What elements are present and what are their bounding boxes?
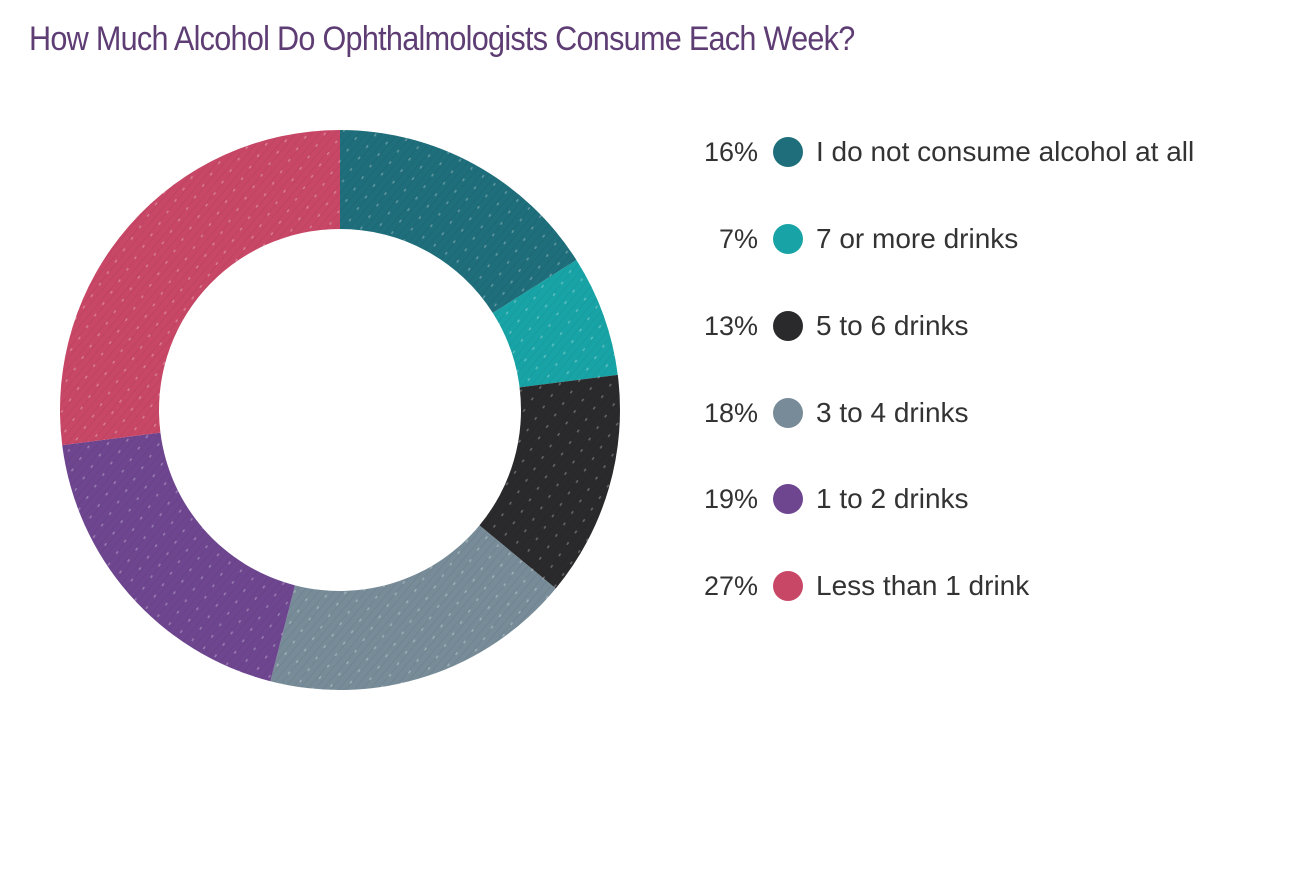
donut-slice-7-or-more-drinks (492, 259, 618, 388)
donut-slice-5-to-6-drinks (479, 374, 620, 589)
slice-texture (62, 432, 295, 682)
legend-item-5-to-6: 13% 5 to 6 drinks (690, 304, 1280, 348)
legend-swatch (773, 571, 803, 601)
legend-swatch (773, 484, 803, 514)
legend-percent: 19% (703, 483, 758, 514)
legend-label: I do not consume alcohol at all (816, 136, 1195, 167)
legend-item-no-alcohol: 16% I do not consume alcohol at all (690, 130, 1280, 174)
donut-slice-1-to-2-drinks (62, 432, 295, 682)
legend-label: Less than 1 drink (816, 570, 1030, 601)
legend-item-1-to-2: 19% 1 to 2 drinks (690, 477, 1280, 521)
legend-percent: 13% (703, 310, 758, 341)
legend-swatch (773, 398, 803, 428)
donut-slices (59, 130, 620, 690)
legend-item-7-or-more: 7% 7 or more drinks (690, 217, 1280, 261)
chart-title: How Much Alcohol Do Ophthalmologists Con… (29, 20, 855, 58)
slice-texture (340, 130, 577, 314)
legend-percent: 18% (703, 397, 758, 428)
legend-swatch (773, 137, 803, 167)
legend-label: 1 to 2 drinks (816, 483, 969, 514)
donut-slice-3-to-4-drinks (270, 525, 556, 690)
donut-chart (59, 130, 620, 690)
legend-percent: 27% (703, 570, 758, 601)
slice-texture (59, 130, 340, 446)
legend-swatch (773, 224, 803, 254)
legend-label: 7 or more drinks (816, 223, 1019, 254)
legend-swatch (773, 311, 803, 341)
legend-item-3-to-4: 18% 3 to 4 drinks (690, 391, 1280, 435)
legend-percent: 7% (718, 223, 758, 254)
slice-texture (270, 525, 556, 690)
slice-texture (492, 259, 618, 388)
legend-label: 5 to 6 drinks (816, 310, 969, 341)
donut-slice-less-than-1-drink (59, 130, 340, 446)
legend-label: 3 to 4 drinks (816, 397, 969, 428)
legend-item-less-than-1: 27% Less than 1 drink (690, 564, 1280, 608)
slice-texture (479, 374, 620, 589)
legend-percent: 16% (703, 136, 758, 167)
donut-slice-i-do-not-consume-alcohol-at-all (340, 130, 577, 314)
